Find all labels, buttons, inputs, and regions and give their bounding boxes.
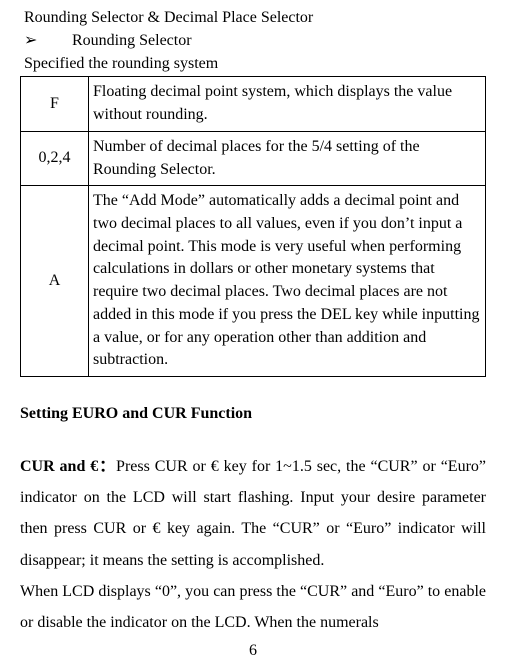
table-row: F Floating decimal point system, which d…	[21, 77, 486, 131]
section-title: Rounding Selector & Decimal Place Select…	[24, 8, 486, 29]
table-key-cell: F	[21, 77, 89, 131]
bullet-label: Rounding Selector	[72, 32, 192, 49]
bullet-item: ➢Rounding Selector	[24, 31, 486, 52]
arrow-icon: ➢	[24, 31, 72, 52]
run-in-label: CUR and €：	[20, 458, 116, 475]
table-key-cell: A	[21, 186, 89, 377]
euro-cur-paragraph-1: CUR and €：Press CUR or € key for 1~1.5 s…	[20, 451, 486, 576]
table-key-cell: 0,2,4	[21, 131, 89, 185]
table-desc-cell: Number of decimal places for the 5/4 set…	[89, 131, 486, 185]
section-subtitle: Specified the rounding system	[24, 54, 486, 75]
euro-cur-paragraph-2: When LCD displays “0”, you can press the…	[20, 576, 486, 638]
rounding-selector-header: Rounding Selector & Decimal Place Select…	[24, 8, 486, 74]
table-row: 0,2,4 Number of decimal places for the 5…	[21, 131, 486, 185]
page-number: 6	[20, 642, 486, 660]
table-desc-cell: The “Add Mode” automatically adds a deci…	[89, 186, 486, 377]
table-row: A The “Add Mode” automatically adds a de…	[21, 186, 486, 377]
euro-cur-heading: Setting EURO and CUR Function	[20, 405, 486, 423]
table-desc-cell: Floating decimal point system, which dis…	[89, 77, 486, 131]
manual-page: Rounding Selector & Decimal Place Select…	[0, 0, 506, 668]
rounding-spec-table: F Floating decimal point system, which d…	[20, 76, 486, 377]
